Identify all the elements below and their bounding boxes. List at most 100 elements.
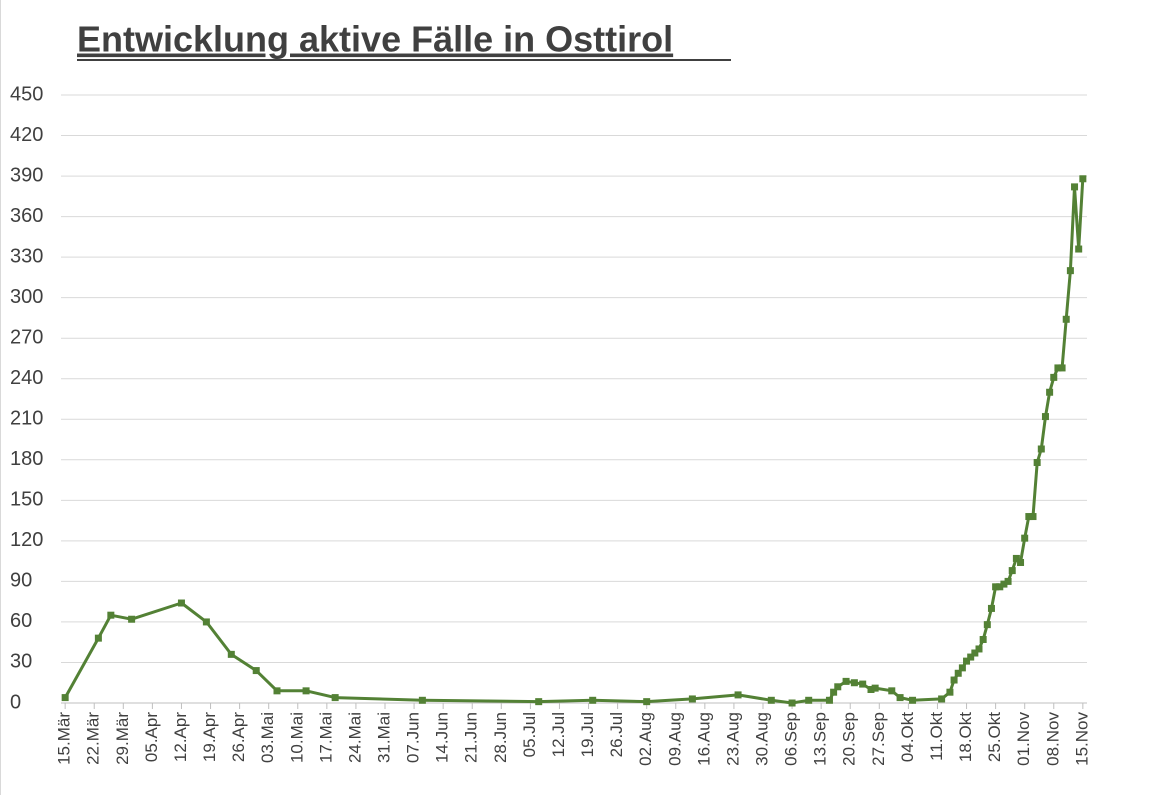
data-point xyxy=(909,696,917,704)
data-point xyxy=(1079,175,1087,183)
x-tick-label: 15.Nov xyxy=(1072,712,1091,766)
x-tick-label: 21.Jun xyxy=(462,712,481,763)
x-tick-label: 08.Nov xyxy=(1043,712,1062,766)
data-point xyxy=(871,684,879,692)
x-tick-label: 16.Aug xyxy=(694,712,713,766)
x-tick-label: 26.Apr xyxy=(229,712,248,762)
data-point xyxy=(805,696,813,704)
data-point xyxy=(1058,364,1066,372)
chart-title: Entwicklung aktive Fälle in Osttirol xyxy=(77,19,673,60)
data-point xyxy=(1017,558,1025,566)
x-tick-label: 24.Mai xyxy=(345,712,364,763)
x-tick-label: 11.Okt xyxy=(927,712,946,761)
data-point xyxy=(1041,413,1049,421)
data-point xyxy=(987,604,995,612)
y-tick-label: 330 xyxy=(10,245,43,267)
data-point xyxy=(996,583,1004,591)
x-tick-label: 27.Sep xyxy=(869,712,888,766)
data-point xyxy=(302,687,310,695)
data-point xyxy=(834,683,842,691)
x-tick-label: 30.Aug xyxy=(752,712,771,766)
x-tick-label: 13.Sep xyxy=(811,712,830,766)
x-tick-label: 22.Mär xyxy=(84,712,103,765)
x-tick-label: 04.Okt xyxy=(898,712,917,762)
data-point xyxy=(850,679,858,687)
x-tick-label: 19.Jul xyxy=(578,712,597,757)
y-tick-label: 360 xyxy=(10,205,43,227)
data-point xyxy=(859,680,867,688)
data-point xyxy=(61,694,69,702)
data-point xyxy=(1004,577,1012,585)
data-point xyxy=(273,687,281,695)
y-tick-label: 90 xyxy=(10,570,32,592)
x-tick-label: 17.Mai xyxy=(316,712,335,763)
y-tick-label: 30 xyxy=(10,651,32,673)
x-tick-label: 28.Jun xyxy=(491,712,510,763)
y-tick-label: 0 xyxy=(10,691,21,713)
x-tick-label: 31.Mai xyxy=(374,712,393,763)
x-tick-label: 02.Aug xyxy=(636,712,655,766)
data-point xyxy=(946,688,954,696)
data-point xyxy=(992,583,1000,591)
data-point xyxy=(975,645,983,653)
data-point xyxy=(1046,388,1054,396)
data-point xyxy=(954,669,962,677)
data-point xyxy=(94,634,102,642)
data-point xyxy=(128,615,136,623)
data-point xyxy=(1000,580,1008,588)
data-point xyxy=(202,618,210,626)
y-tick-label: 240 xyxy=(10,367,43,389)
data-point xyxy=(830,688,838,696)
y-tick-label: 390 xyxy=(10,164,43,186)
data-point xyxy=(1029,513,1037,521)
y-tick-label: 120 xyxy=(10,529,43,551)
data-point xyxy=(589,696,597,704)
y-tick-label: 420 xyxy=(10,124,43,146)
data-point xyxy=(252,667,260,675)
x-tick-label: 18.Okt xyxy=(956,712,975,762)
x-tick-label: 15.Mär xyxy=(55,712,74,765)
data-point xyxy=(971,649,979,657)
data-point xyxy=(1021,534,1029,542)
data-point xyxy=(535,698,543,706)
data-point xyxy=(1025,513,1033,521)
data-point xyxy=(950,676,958,684)
x-tick-label: 19.Apr xyxy=(200,712,219,762)
data-point xyxy=(1037,445,1045,453)
y-tick-label: 60 xyxy=(10,610,32,632)
x-tick-label: 25.Okt xyxy=(985,712,1004,762)
data-point xyxy=(107,611,115,619)
data-point xyxy=(1008,567,1016,575)
data-point xyxy=(734,691,742,699)
x-tick-label: 01.Nov xyxy=(1014,712,1033,766)
data-point xyxy=(938,695,946,703)
x-tick-label: 26.Jul xyxy=(607,712,626,757)
data-point xyxy=(888,687,896,695)
y-tick-label: 150 xyxy=(10,489,43,511)
data-point xyxy=(842,677,850,685)
data-point xyxy=(958,664,966,672)
x-tick-label: 03.Mai xyxy=(258,712,277,763)
x-tick-label: 29.Mär xyxy=(113,712,132,765)
data-point xyxy=(896,694,904,702)
x-tick-label: 09.Aug xyxy=(665,712,684,766)
x-tick-label: 23.Aug xyxy=(723,712,742,766)
data-point xyxy=(1062,315,1070,323)
data-point xyxy=(788,699,796,707)
data-point xyxy=(867,685,875,693)
data-point xyxy=(1050,373,1058,381)
data-point xyxy=(418,696,426,704)
y-tick-label: 180 xyxy=(10,448,43,470)
data-point xyxy=(979,635,987,643)
x-tick-label: 06.Sep xyxy=(782,712,801,766)
x-tick-label: 10.Mai xyxy=(287,712,306,763)
data-point xyxy=(1066,267,1074,275)
x-tick-label: 20.Sep xyxy=(840,712,859,766)
x-tick-label: 14.Jun xyxy=(433,712,452,763)
x-tick-label: 12.Jul xyxy=(549,712,568,757)
x-tick-label: 05.Apr xyxy=(142,712,161,762)
x-tick-label: 07.Jun xyxy=(404,712,423,763)
data-point xyxy=(177,599,185,607)
x-tick-label: 12.Apr xyxy=(171,712,190,762)
